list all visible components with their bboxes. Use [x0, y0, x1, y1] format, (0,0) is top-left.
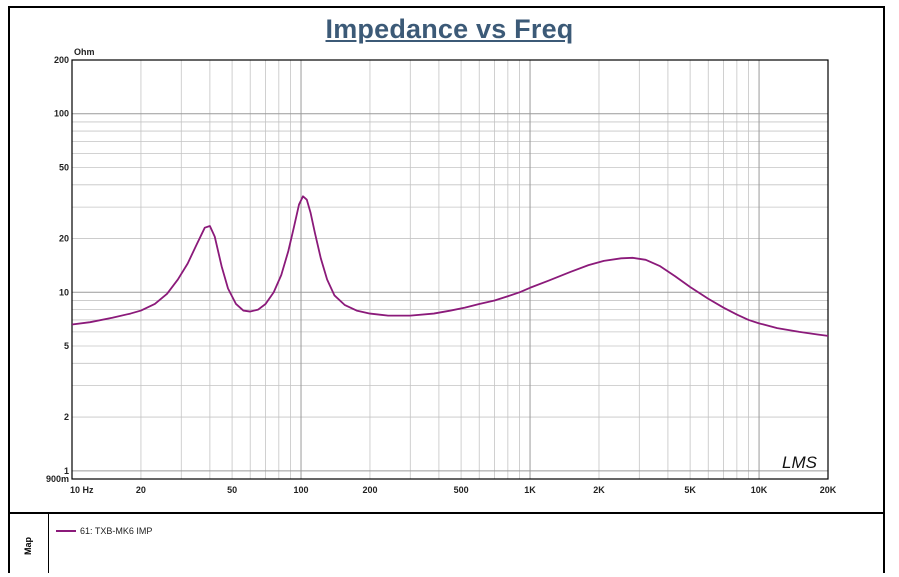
- legend-side-column: Map: [8, 514, 49, 573]
- chart-frame: [8, 6, 885, 573]
- x-tick-label: 20: [136, 485, 146, 495]
- y-tick-label: 200: [54, 55, 69, 65]
- minor-gridlines: [72, 59, 829, 479]
- legend-swatch: [56, 530, 76, 532]
- x-tick-labels: 10 Hz 20 50 100 200 500 1K 2K 5K 10K 20K: [70, 485, 837, 495]
- series-group: [71, 195, 829, 337]
- y-tick-label: 900m: [46, 474, 69, 484]
- y-tick-label: 50: [59, 162, 69, 172]
- legend-entry: 61: TXB-MK6 IMP: [56, 526, 152, 536]
- x-tick-label: 20K: [820, 485, 837, 495]
- x-tick-label: 100: [294, 485, 309, 495]
- y-tick-label: 100: [54, 109, 69, 119]
- legend-entry-label: 61: TXB-MK6 IMP: [80, 526, 153, 536]
- y-tick-label: 20: [59, 234, 69, 244]
- y-unit-label: Ohm: [74, 47, 95, 57]
- plot-border: [71, 59, 829, 480]
- x-tick-label: 1K: [524, 485, 536, 495]
- x-tick-label: 10 Hz: [70, 485, 94, 495]
- x-tick-label: 2K: [593, 485, 605, 495]
- y-tick-label: 1: [64, 466, 69, 476]
- y-tick-label: 5: [64, 341, 69, 351]
- x-tick-label: 200: [362, 485, 377, 495]
- y-tick-label: 10: [59, 287, 69, 297]
- series-line-impedance: [71, 195, 829, 337]
- legend-panel: Map 61: TXB-MK6 IMP: [8, 512, 885, 573]
- x-tick-label: 5K: [684, 485, 696, 495]
- x-tick-label: 50: [227, 485, 237, 495]
- x-tick-label: 500: [454, 485, 469, 495]
- x-tick-label: 10K: [751, 485, 768, 495]
- legend-side-label: Map: [23, 537, 33, 555]
- lms-watermark: LMS: [782, 453, 818, 472]
- chart-title: Impedance vs Freq: [325, 14, 574, 44]
- major-gridlines: [71, 60, 829, 479]
- y-tick-label: 2: [64, 412, 69, 422]
